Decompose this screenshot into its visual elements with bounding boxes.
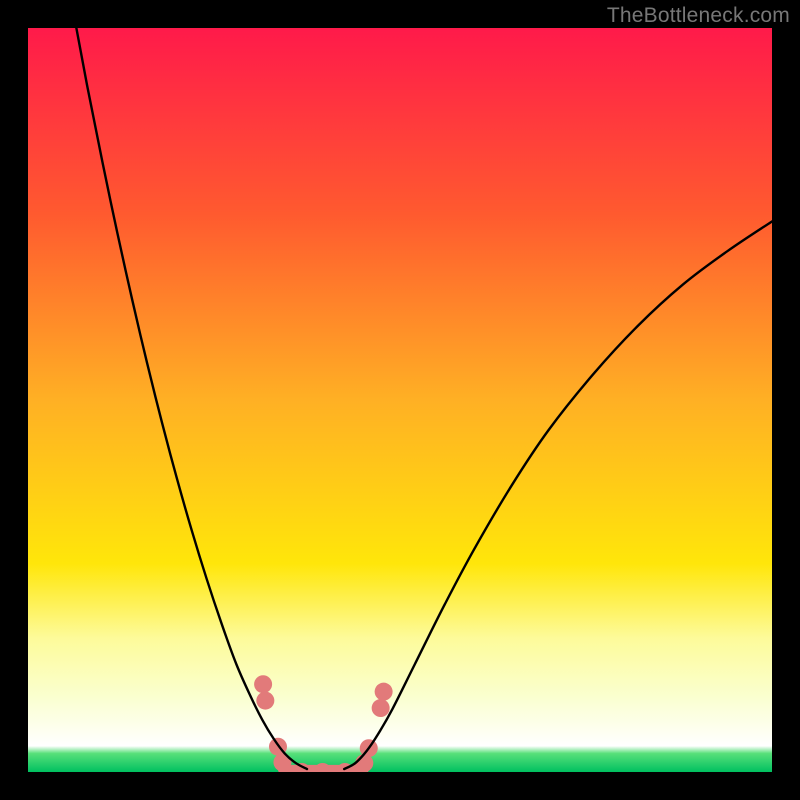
data-marker	[372, 699, 390, 717]
data-marker	[254, 675, 272, 693]
watermark-text: TheBottleneck.com	[607, 4, 790, 28]
data-marker	[256, 692, 274, 710]
plot-area	[28, 28, 772, 772]
chart-container: TheBottleneck.com	[0, 0, 800, 800]
bottleneck-curve-chart	[0, 0, 800, 800]
data-marker	[375, 683, 393, 701]
